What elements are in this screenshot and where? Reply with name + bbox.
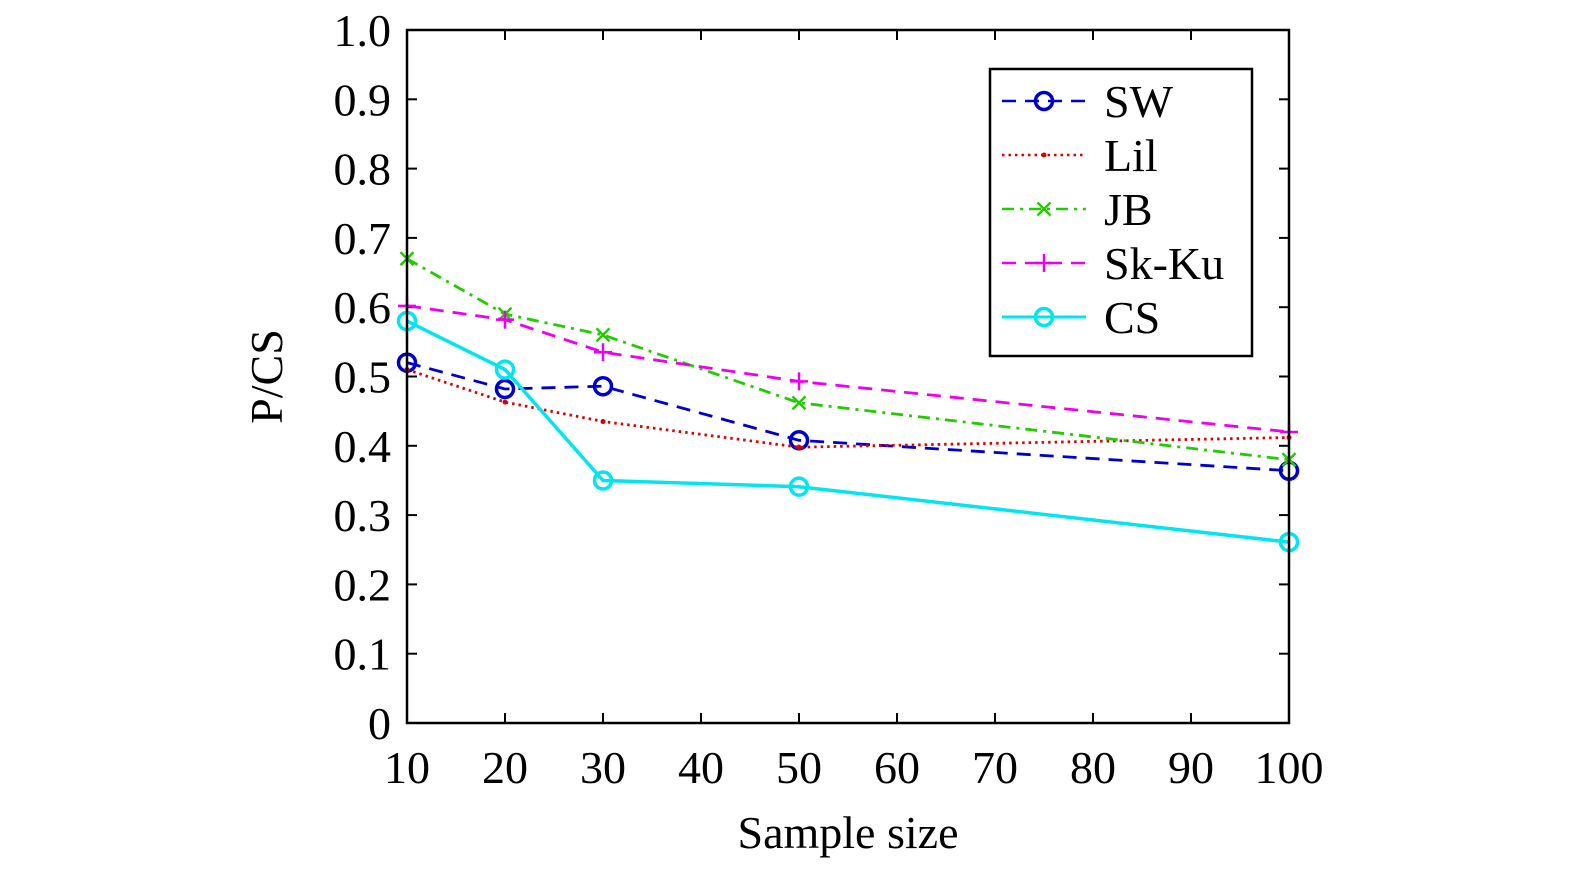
y-tick-label: 0.2 <box>334 559 392 610</box>
legend-marker <box>1036 201 1052 217</box>
y-tick-label: 1.0 <box>334 5 392 56</box>
legend-label: Lil <box>1104 130 1158 181</box>
plot-frame <box>405 28 1291 725</box>
data-point <box>600 419 606 425</box>
series-line <box>406 304 1290 434</box>
legend-item: SW <box>1002 76 1174 127</box>
x-tick-label: 40 <box>678 742 724 793</box>
data-point <box>594 343 612 362</box>
series-line <box>406 319 1290 544</box>
x-tick-label: 80 <box>1070 742 1116 793</box>
x-tick-label: 60 <box>874 742 920 793</box>
x-tick-label: 10 <box>384 742 430 793</box>
y-tick-label: 0.4 <box>334 421 392 472</box>
x-tick-label: 90 <box>1168 742 1214 793</box>
series-cs <box>396 310 1300 553</box>
legend-label: CS <box>1104 292 1160 343</box>
x-tick-label: 20 <box>482 742 528 793</box>
y-tick-label: 0.9 <box>334 74 392 125</box>
data-point <box>494 378 516 400</box>
legend-label: SW <box>1104 76 1174 127</box>
legend-label: JB <box>1104 184 1153 235</box>
legend-item: Lil <box>1002 130 1158 181</box>
y-axis-title: P/CS <box>241 329 292 424</box>
y-tick-label: 0.3 <box>334 490 392 541</box>
data-point <box>592 470 614 491</box>
legend-item: Sk-Ku <box>1002 238 1224 289</box>
series-sw <box>396 352 1300 481</box>
x-axis-title: Sample size <box>738 807 959 858</box>
x-tick-label: 50 <box>776 742 822 793</box>
y-tick-label: 0.5 <box>334 352 392 403</box>
data-point <box>496 310 514 329</box>
y-tick-label: 0.7 <box>334 213 392 264</box>
x-marker-stroke <box>595 327 611 343</box>
data-point <box>502 399 508 405</box>
data-point <box>788 476 810 497</box>
ticks-layer: 10 20 30 40 50 60 70 80 90 100 0 0.1 0.2 0.3 0.4 0.5 0.6… <box>334 5 1324 793</box>
data-point <box>494 359 516 380</box>
y-tick-label: 0.1 <box>334 629 392 680</box>
x-tick-label: 100 <box>1255 742 1324 793</box>
legend-label: Sk-Ku <box>1104 238 1224 289</box>
legend-item: CS <box>1002 292 1160 343</box>
data-point <box>592 375 614 397</box>
x-tick-label: 70 <box>972 742 1018 793</box>
legend-marker <box>1033 306 1055 328</box>
series-line <box>406 361 1290 473</box>
data-point <box>595 327 611 343</box>
x-marker-stroke <box>1036 201 1052 217</box>
y-tick-label: 0.6 <box>334 282 392 333</box>
legend-marker <box>1041 152 1047 158</box>
legend-marker <box>1035 254 1053 272</box>
legend-box <box>988 67 1254 358</box>
y-tick-label: 0.8 <box>334 144 392 195</box>
y-tick-label: 0 <box>368 698 391 749</box>
x-tick-label: 30 <box>580 742 626 793</box>
x-marker-stroke <box>791 395 807 411</box>
data-point <box>790 372 808 391</box>
legend-marker <box>1033 90 1055 112</box>
data-point <box>796 444 802 450</box>
legend-item: JB <box>1002 184 1153 235</box>
data-point <box>791 395 807 411</box>
